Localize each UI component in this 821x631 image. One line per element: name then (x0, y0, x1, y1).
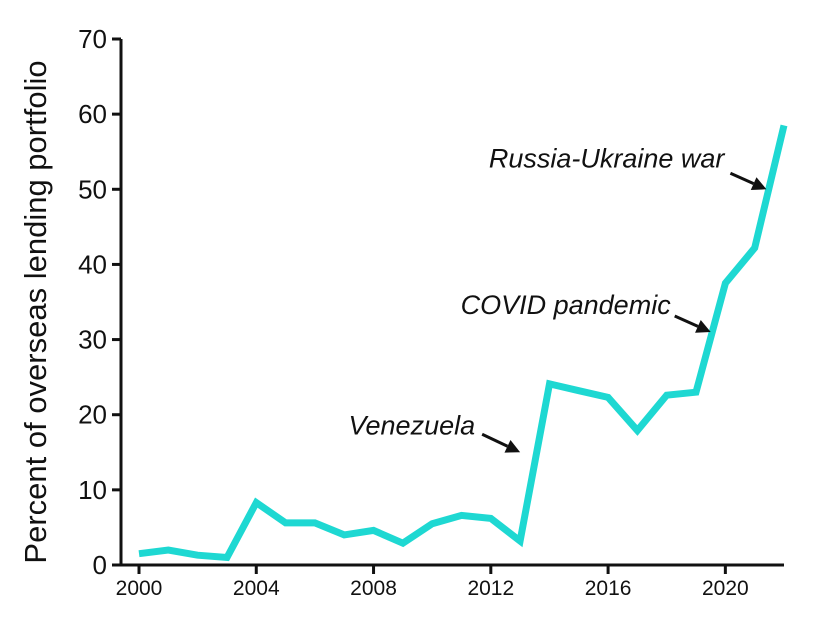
y-axis-label: Percent of overseas lending portfolio (18, 60, 53, 563)
y-tick-label: 50 (78, 174, 107, 204)
y-tick-label: 60 (78, 99, 107, 129)
y-tick-label: 20 (78, 400, 107, 430)
series (138, 124, 788, 562)
y-tick-label: 30 (78, 325, 107, 355)
y-tick-label: 40 (78, 249, 107, 279)
x-tick-label: 2008 (350, 577, 397, 600)
annotations: Venezuela COVID pandemic Russia-Ukraine wa… (349, 143, 767, 453)
x-tick-label: 2012 (467, 577, 514, 600)
x-tick-label: 2016 (585, 577, 632, 600)
annotation: Russia-Ukraine war (489, 143, 767, 190)
annotation: Venezuela (349, 410, 521, 453)
x-tick-label: 2000 (116, 577, 163, 600)
x-tick-label: 2020 (702, 577, 749, 600)
annotation: COVID pandemic (461, 290, 711, 333)
annotation-arrow (481, 432, 509, 448)
arrow-head (695, 319, 711, 333)
series-line (138, 124, 788, 562)
annotation-text: Venezuela (349, 410, 476, 440)
arrow-head (750, 177, 767, 190)
y-tick-label: 70 (78, 24, 107, 54)
x-tick-label: 2004 (233, 577, 280, 600)
x-ticks: 2000 2004 2008 2012 2016 2020 (116, 565, 749, 600)
annotation-arrow (729, 171, 755, 185)
annotation-text: Russia-Ukraine war (489, 143, 726, 173)
annotation-arrow (674, 314, 699, 328)
arrow-head (504, 439, 521, 453)
y-tick-label: 0 (93, 550, 107, 580)
y-tick-label: 10 (78, 475, 107, 505)
y-ticks: 0 10 20 30 40 50 60 70 (78, 24, 121, 580)
annotation-text: COVID pandemic (461, 290, 672, 320)
